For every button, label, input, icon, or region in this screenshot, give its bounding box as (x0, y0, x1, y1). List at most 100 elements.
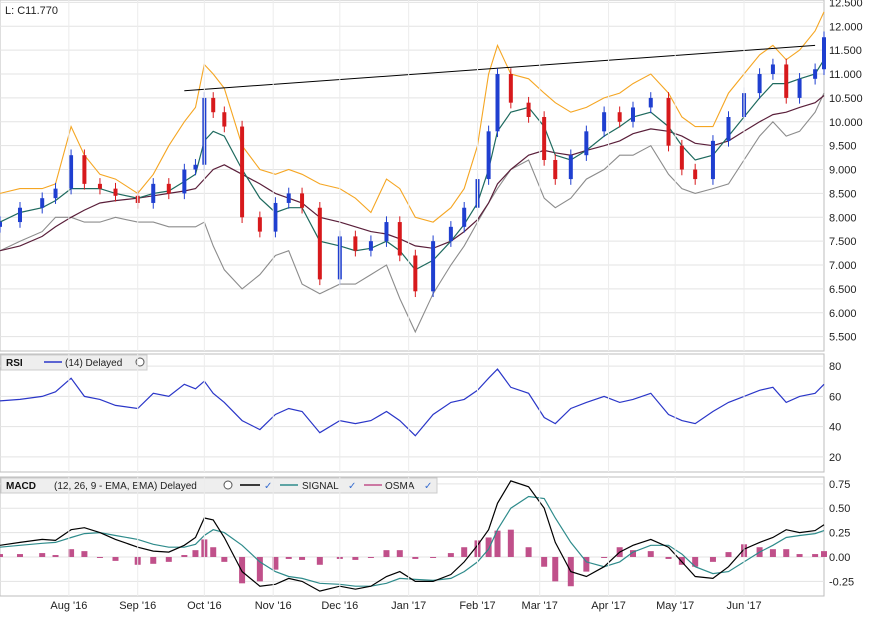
osma-label: OSMA (385, 481, 415, 492)
rsi-y-tick-label: 60 (829, 391, 841, 403)
candle-body (97, 183, 102, 189)
candle-body (822, 37, 826, 70)
price-y-tick-label: 11.500 (829, 45, 862, 57)
macd-y-tick-label: 0.50 (829, 503, 850, 515)
osma-bar (430, 556, 437, 558)
osma-bar (812, 554, 819, 557)
osma-bar (150, 556, 157, 564)
candle-body (710, 140, 715, 180)
osma-bar (383, 550, 390, 557)
x-tick-label: Aug '16 (50, 600, 87, 612)
osma-bar (552, 556, 559, 582)
x-tick-label: Sep '16 (119, 600, 156, 612)
osma-bar (601, 556, 608, 558)
candle-body (666, 97, 671, 146)
rsi-panel: 20 40 60 80 RSI (14) Delayed (0, 353, 841, 473)
x-tick-label: Jan '17 (391, 600, 426, 612)
candle-body (397, 222, 402, 256)
macd-panel: -0.25 0.00 0.25 0.50 0.75 MACD (12, 26, 9 - … (0, 476, 854, 597)
candle-body (726, 117, 731, 141)
candle-body (542, 117, 547, 160)
osma-bar (352, 556, 359, 560)
osma-bar (316, 556, 323, 565)
osma-bar (0, 554, 3, 557)
x-axis: Aug '16 Sep '16 Oct '16 Nov '16 Dec '16 Jan '… (50, 0, 762, 612)
candle-body (353, 236, 358, 251)
price-panel: 5.500 6.000 6.500 7.000 7.500 8.000 8.500 9.000… (0, 0, 863, 352)
osma-bar (709, 556, 716, 562)
osma-bar (678, 556, 685, 565)
sma-short-line (0, 59, 825, 271)
candle-body (222, 112, 227, 127)
rsi-y-tick-label: 20 (829, 452, 841, 464)
candle-body (317, 207, 322, 280)
osma-bar (299, 556, 306, 560)
osma-bar (256, 556, 263, 582)
candle-body (286, 193, 291, 203)
macd-line-check-icon[interactable]: ✓ (264, 481, 272, 492)
osma-bar (285, 556, 292, 559)
x-tick-label: Oct '16 (187, 600, 222, 612)
osma-bar (821, 551, 827, 557)
macd-line (0, 480, 825, 592)
candle-body (82, 155, 87, 184)
price-y-tick-label: 12.500 (829, 0, 863, 9)
osma-bar (461, 547, 468, 557)
osma-bar (796, 554, 803, 557)
candle-body (113, 188, 118, 196)
price-plot-area (0, 0, 825, 352)
price-candles (0, 31, 826, 298)
rsi-plot-area (0, 353, 825, 473)
sma-long-line (0, 95, 825, 252)
candle-body (384, 222, 389, 242)
candle-body (813, 69, 818, 79)
osma-bar (367, 556, 374, 558)
signal-check-icon[interactable]: ✓ (348, 481, 356, 492)
osma-bar (165, 556, 172, 562)
rsi-y-tick-label: 40 (829, 422, 841, 434)
price-y-tick-label: 12.000 (829, 21, 863, 33)
osma-bar (665, 556, 672, 559)
macd-y-tick-label: 0.00 (829, 552, 850, 564)
candle-body (584, 131, 589, 156)
x-tick-label: Mar '17 (522, 600, 558, 612)
osma-bar (181, 555, 188, 557)
x-tick-label: May '17 (656, 600, 694, 612)
osma-bar (81, 551, 88, 557)
upper-band-line (0, 11, 825, 223)
candle-body (413, 255, 418, 292)
candle-body (553, 159, 558, 180)
price-y-tick-label: 7.500 (829, 236, 857, 248)
candle-body (448, 226, 453, 242)
candle-body (211, 97, 216, 113)
rsi-settings-icon[interactable] (135, 357, 145, 367)
candle-body (193, 164, 198, 170)
macd-title: MACD (6, 481, 36, 492)
candle-body (0, 222, 2, 227)
osma-bar (629, 550, 636, 557)
candle-body (257, 217, 262, 232)
osma-bar (39, 553, 46, 557)
price-y-tick-label: 10.500 (829, 93, 863, 105)
osma-bar (221, 556, 228, 562)
candle-body (462, 207, 467, 227)
candle-body (617, 112, 622, 122)
osma-bar (647, 551, 654, 557)
rsi-header-bg (0, 354, 148, 371)
osma-bar (272, 556, 279, 570)
x-tick-label: Dec '16 (321, 600, 358, 612)
osma-bar (583, 556, 590, 572)
macd-settings-icon[interactable] (223, 480, 233, 490)
osma-bar (112, 556, 119, 561)
osma-bar (412, 556, 419, 559)
osma-check-icon[interactable]: ✓ (424, 481, 432, 492)
candle-body (797, 78, 802, 98)
price-y-axis: 5.500 6.000 6.500 7.000 7.500 8.000 8.500 9.000… (829, 0, 863, 344)
trendline (184, 44, 816, 92)
lower-band-line (0, 92, 825, 334)
rsi-line-group (0, 368, 825, 437)
rsi-y-axis: 20 40 60 80 (829, 361, 841, 464)
price-y-tick-label: 5.500 (829, 332, 857, 344)
candle-body (757, 74, 762, 94)
osma-bar (16, 554, 23, 557)
